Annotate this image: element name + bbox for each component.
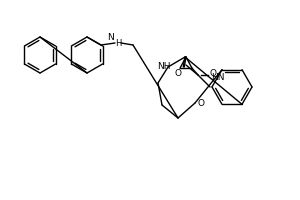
Text: N: N — [107, 33, 114, 42]
Text: NH: NH — [157, 62, 171, 71]
Text: O: O — [198, 99, 205, 108]
Text: H: H — [115, 38, 122, 47]
Text: O: O — [174, 69, 181, 78]
Text: HN: HN — [211, 73, 224, 82]
Text: O: O — [210, 70, 217, 78]
